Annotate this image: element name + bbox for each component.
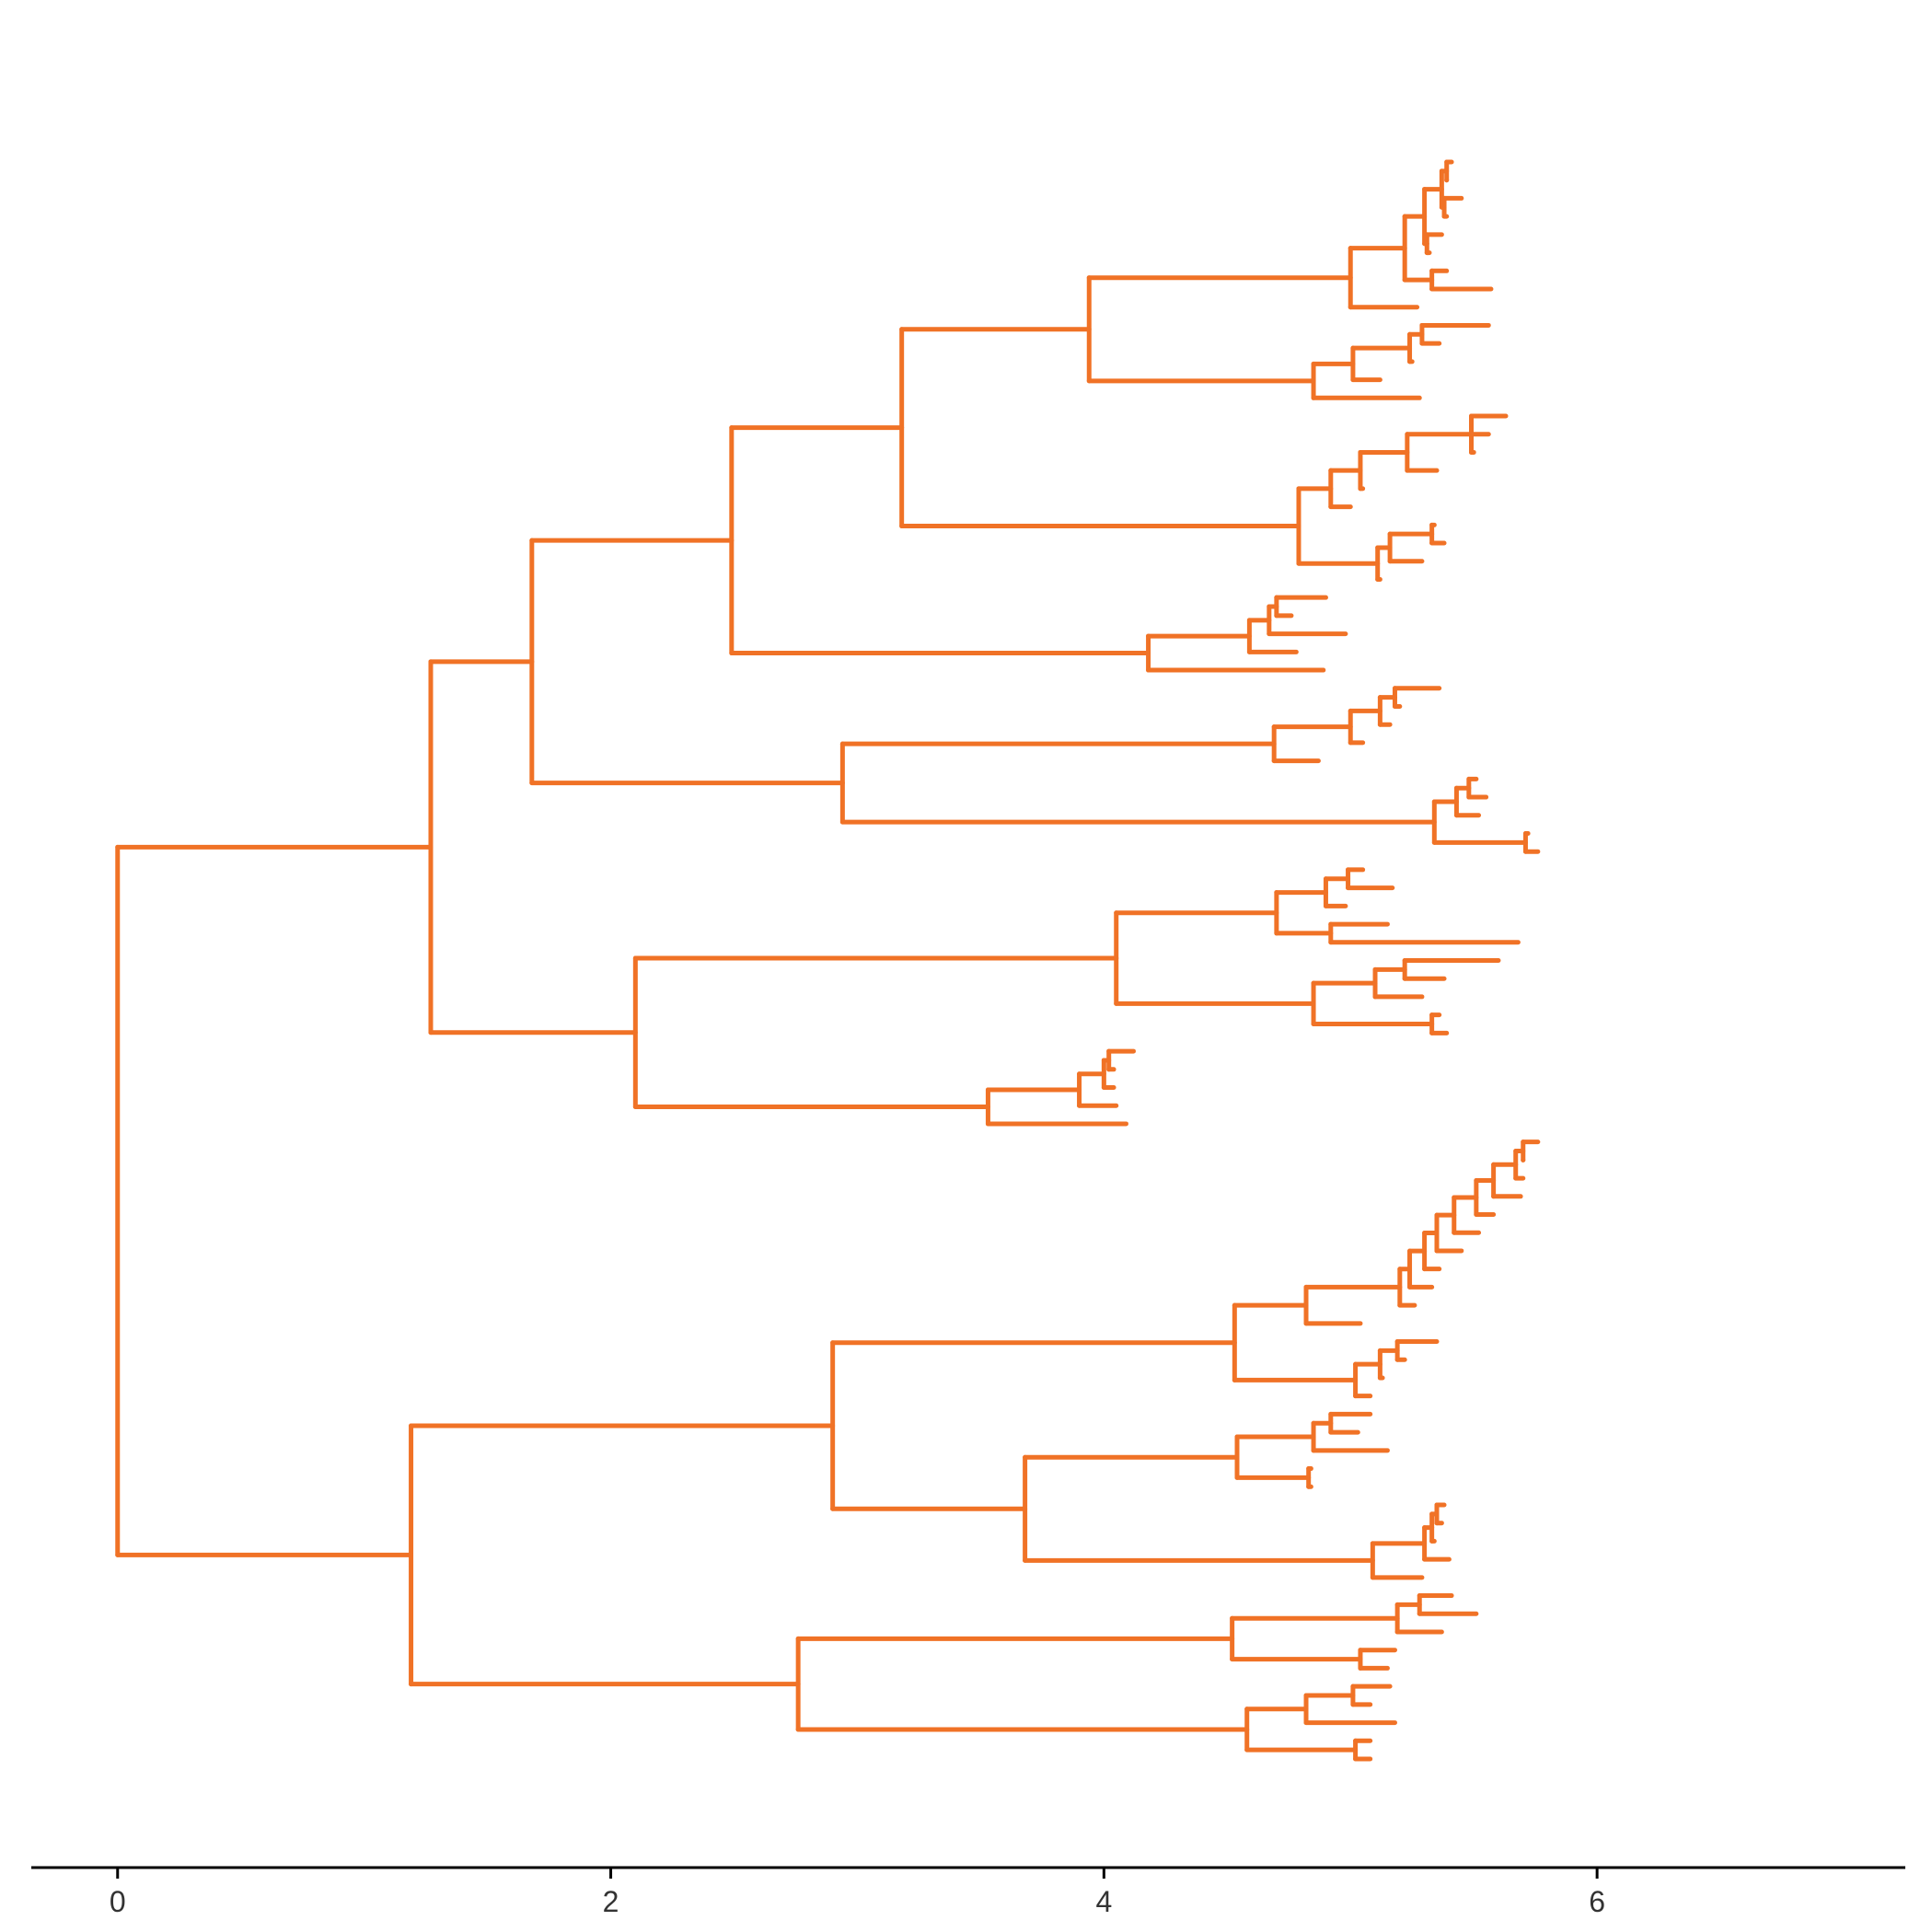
x-axis-tick-label: 4 xyxy=(1095,1885,1112,1918)
tree-branches xyxy=(115,159,1541,1762)
x-axis-tick-label: 6 xyxy=(1589,1885,1605,1918)
x-axis: 0 2 4 6 xyxy=(31,1866,1905,1918)
x-axis-ticks: 0 2 4 6 xyxy=(110,1868,1605,1918)
x-axis-tick-label: 2 xyxy=(603,1885,619,1918)
x-axis-tick-label: 0 xyxy=(110,1885,126,1918)
